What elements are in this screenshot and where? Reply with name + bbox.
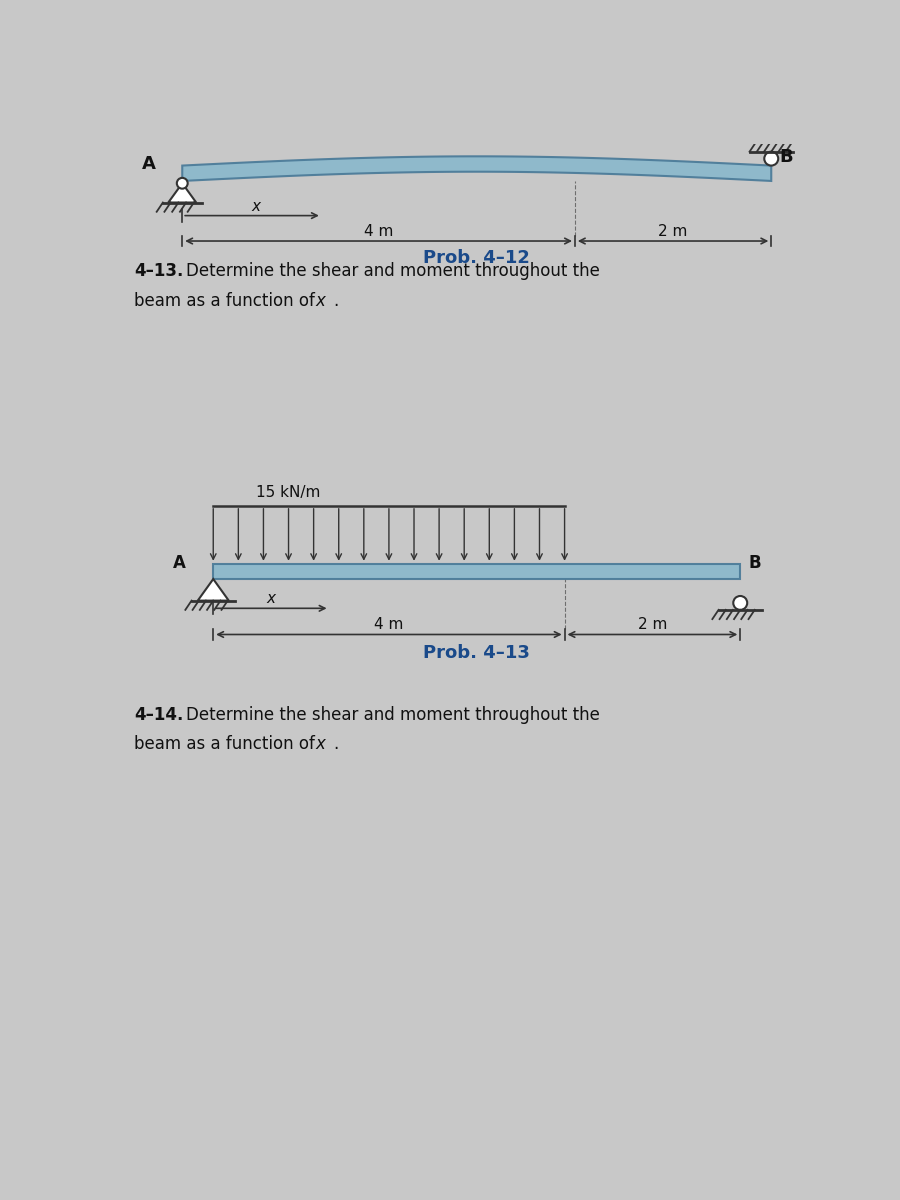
Text: 15 kN/m: 15 kN/m xyxy=(256,485,320,499)
Polygon shape xyxy=(213,564,740,580)
Text: 4–14.: 4–14. xyxy=(134,706,184,724)
Text: x: x xyxy=(251,199,260,214)
Text: B: B xyxy=(748,553,760,571)
Polygon shape xyxy=(182,156,771,181)
Text: .: . xyxy=(333,736,338,754)
Circle shape xyxy=(176,178,188,188)
Text: 2 m: 2 m xyxy=(638,617,667,632)
Text: x: x xyxy=(316,292,326,310)
Text: B: B xyxy=(779,148,793,166)
Text: .: . xyxy=(333,292,338,310)
Text: Prob. 4–12: Prob. 4–12 xyxy=(423,248,530,266)
Circle shape xyxy=(734,596,747,610)
Text: Determine the shear and moment throughout the: Determine the shear and moment throughou… xyxy=(186,706,600,724)
Circle shape xyxy=(764,151,778,166)
Text: beam as a function of: beam as a function of xyxy=(134,736,320,754)
Text: 4 m: 4 m xyxy=(374,617,403,632)
Text: 2 m: 2 m xyxy=(659,223,688,239)
Text: 4–13.: 4–13. xyxy=(134,263,184,281)
Text: Determine the shear and moment throughout the: Determine the shear and moment throughou… xyxy=(186,263,600,281)
Text: beam as a function of: beam as a function of xyxy=(134,292,320,310)
Text: A: A xyxy=(173,553,185,571)
Text: 4 m: 4 m xyxy=(364,223,393,239)
Polygon shape xyxy=(198,580,229,601)
Text: x: x xyxy=(316,736,326,754)
Text: x: x xyxy=(267,590,276,606)
Polygon shape xyxy=(168,184,196,203)
Text: A: A xyxy=(142,156,156,174)
Text: Prob. 4–13: Prob. 4–13 xyxy=(423,643,530,661)
